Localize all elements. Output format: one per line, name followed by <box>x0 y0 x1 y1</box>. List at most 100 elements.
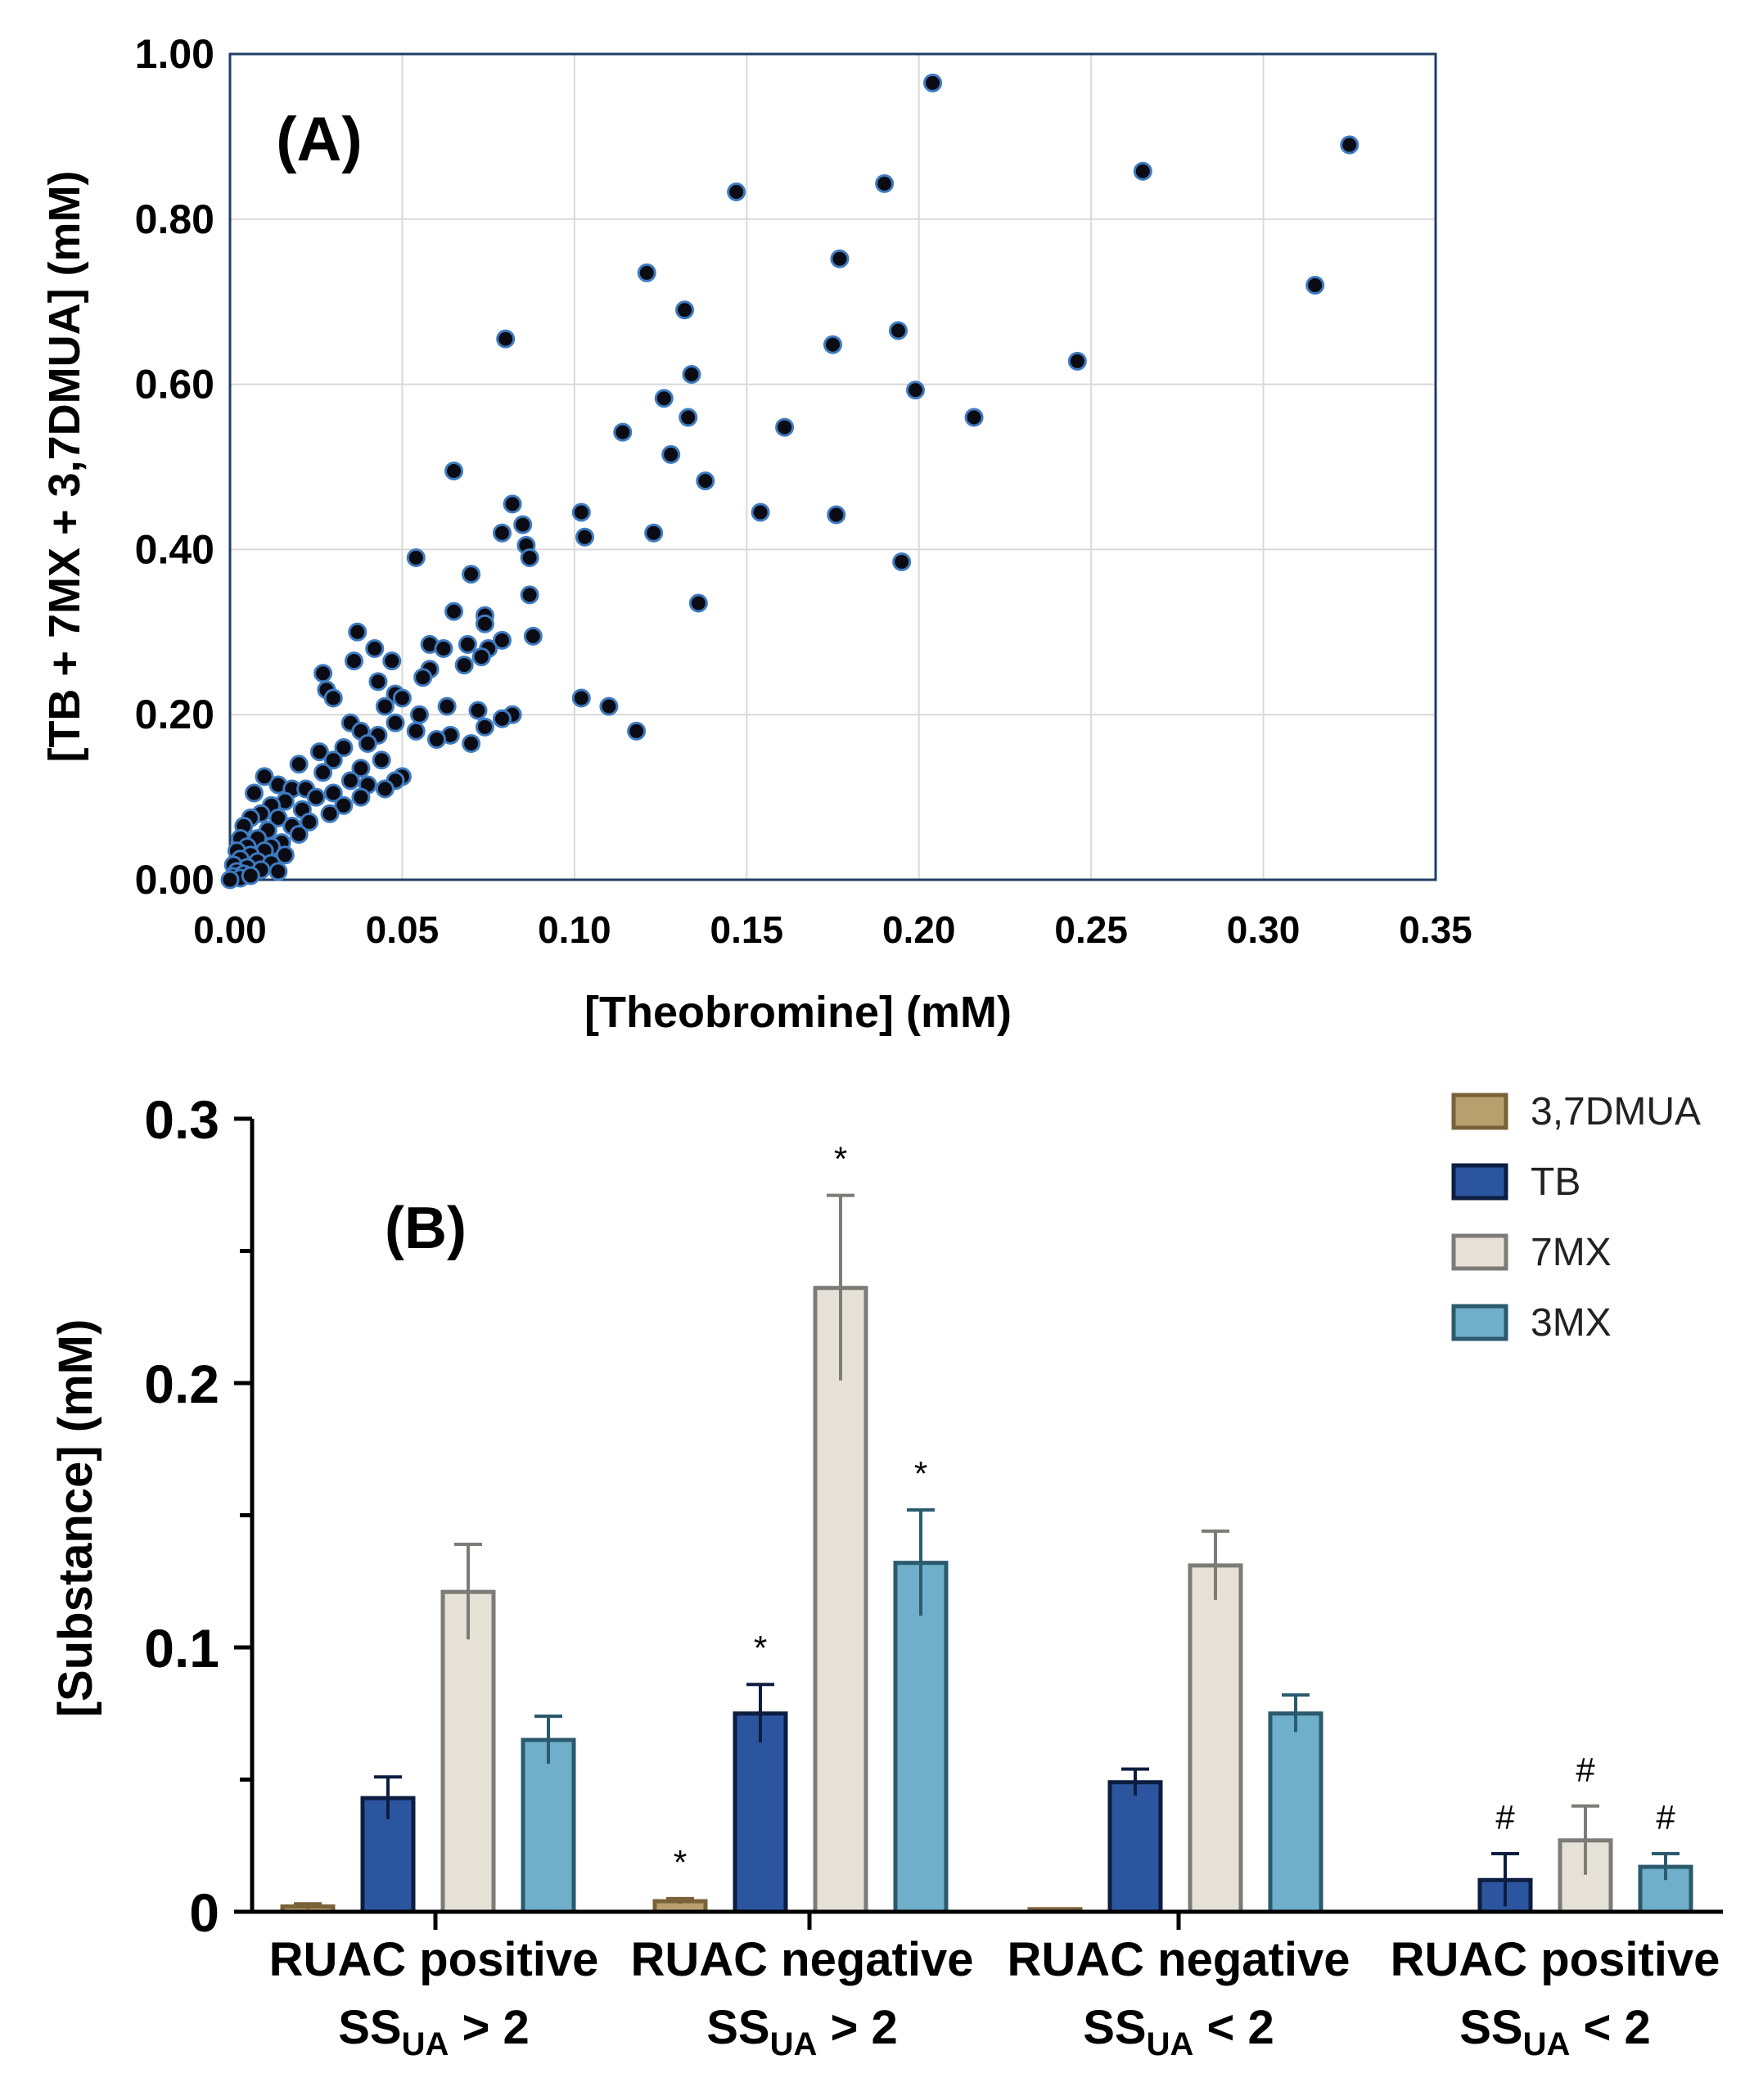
category-sub: UA <box>1147 2026 1194 2062</box>
category-ss: SS <box>1459 2001 1522 2054</box>
scatter-point <box>523 626 543 646</box>
x-tick-label: 0.25 <box>1054 908 1128 951</box>
significance-mark: * <box>914 1454 927 1493</box>
scatter-point <box>220 870 240 890</box>
scatter-point <box>496 329 516 349</box>
scatter-point <box>348 622 367 642</box>
scatter-point <box>334 795 354 815</box>
scatter-point <box>320 804 340 823</box>
category-ss: SS <box>338 2001 401 2054</box>
category-sub: UA <box>402 2026 449 2062</box>
scatter-point <box>468 701 488 720</box>
scatter-point <box>437 696 457 716</box>
scatter-point <box>520 548 539 567</box>
scatter-point <box>613 422 633 442</box>
scatter-point <box>323 783 343 803</box>
scatter-point <box>492 709 512 728</box>
scatter-point <box>275 845 295 865</box>
x-tick-label: 0.35 <box>1399 908 1472 951</box>
scatter-point <box>372 750 391 770</box>
scatter-point <box>513 515 533 534</box>
scatter-point <box>375 779 395 799</box>
scatter-point <box>268 808 288 827</box>
scatter-point <box>289 825 309 845</box>
bar <box>893 1561 949 1914</box>
scatter-x-tick-labels: 0.00 0.05 0.10 0.15 0.20 0.25 0.30 0.35 <box>193 908 1472 951</box>
scatter-point <box>875 173 895 193</box>
category-sub: UA <box>1523 2026 1571 2062</box>
scatter-point <box>444 462 464 481</box>
scatter-point <box>244 783 264 803</box>
scatter-point <box>492 630 512 650</box>
category-sub: UA <box>770 2026 818 2062</box>
scatter-point <box>682 364 701 384</box>
scatter-point <box>906 381 926 400</box>
scatter-gridlines <box>229 53 1436 881</box>
scatter-point <box>1067 351 1087 371</box>
scatter-point <box>289 755 309 774</box>
category-rel: < 2 <box>1570 2001 1650 2054</box>
scatter-point <box>462 565 481 584</box>
scatter-point <box>675 300 695 320</box>
bar-y-tick-labels: 0 0.1 0.2 0.3 <box>144 1089 252 1943</box>
category-label-line1: RUAC negative <box>631 1933 974 1986</box>
scatter-point <box>351 787 371 807</box>
scatter-point <box>492 523 512 543</box>
x-tick-label: 0.30 <box>1227 908 1301 951</box>
scatter-point <box>313 664 333 683</box>
legend-label: 3MX <box>1531 1301 1612 1345</box>
panel-a-label: (A) <box>276 105 363 174</box>
scatter-point <box>365 638 385 658</box>
scatter-y-axis-label: [TB + 7MX + 3,7DMUA] (mM) <box>40 170 89 762</box>
scatter-point <box>575 527 594 547</box>
panel-a-scatter: 0.00 0.05 0.10 0.15 0.20 0.25 0.30 0.35 0.00 0.2… <box>40 31 1472 1037</box>
scatter-point <box>503 494 522 514</box>
y-tick-label: 0.00 <box>135 857 214 903</box>
category-rel: > 2 <box>449 2001 529 2054</box>
scatter-point <box>306 787 326 807</box>
scatter-point <box>520 585 539 605</box>
scatter-point <box>688 593 708 613</box>
scatter-point <box>892 552 912 572</box>
significance-mark: # <box>1576 1751 1595 1789</box>
category-rel: > 2 <box>817 2001 897 2054</box>
scatter-point <box>334 738 354 758</box>
scatter-point <box>888 321 908 340</box>
scatter-point <box>462 734 481 754</box>
scatter-point <box>375 696 395 716</box>
significance-mark: # <box>1495 1798 1515 1836</box>
scatter-point <box>427 729 447 749</box>
legend-label: 7MX <box>1531 1231 1612 1274</box>
y-tick-label: 0 <box>189 1882 219 1943</box>
scatter-point <box>571 502 591 522</box>
x-tick-label: 0.20 <box>882 908 956 951</box>
legend-swatch <box>1451 1093 1508 1130</box>
scatter-plot-frame <box>228 52 1437 881</box>
scatter-point <box>727 183 746 202</box>
category-label-line2: SSUA < 2 <box>1083 2001 1274 2062</box>
x-tick-label: 0.00 <box>193 908 267 951</box>
category-ss: SS <box>706 2001 769 2054</box>
significance-mark: * <box>754 1629 767 1667</box>
scatter-point <box>382 651 402 671</box>
y-tick-label: 0.60 <box>135 362 214 408</box>
scatter-point <box>923 73 943 92</box>
scatter-point <box>654 389 674 408</box>
bar <box>813 1286 868 1914</box>
scatter-point <box>599 696 619 716</box>
legend-label: 3,7DMUA <box>1531 1090 1701 1133</box>
bar <box>1268 1711 1323 1914</box>
scatter-point <box>309 742 329 762</box>
scatter-x-axis-label: [Theobromine] (mM) <box>584 988 1012 1037</box>
scatter-point <box>827 505 846 525</box>
legend-swatch <box>1451 1163 1508 1201</box>
y-tick-label: 0.1 <box>144 1618 219 1679</box>
scatter-point <box>444 602 464 621</box>
scatter-point <box>323 750 343 770</box>
scatter-point <box>255 767 274 786</box>
scatter-point <box>454 656 474 675</box>
scatter-point <box>637 263 656 282</box>
scatter-point <box>409 705 429 724</box>
